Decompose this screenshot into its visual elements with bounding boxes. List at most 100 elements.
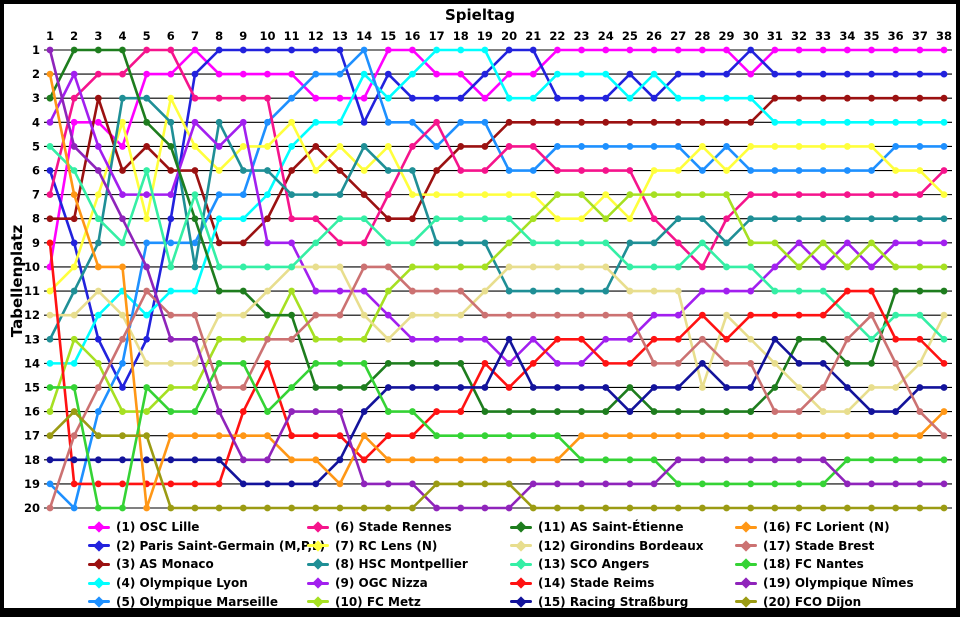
series-16-md-17 [433,456,440,464]
legend-label: (16) FC Lorient (N) [763,520,890,535]
legend-label: (14) Stade Reims [538,576,655,591]
series-11-md-32 [795,335,803,343]
series-14-md-21 [529,359,537,367]
series-10-md-16 [409,263,416,271]
series-line-19 [48,49,944,510]
y-tick-9: 9 [32,236,40,250]
series-1-md-5 [143,70,151,78]
series-12-md-10 [264,287,271,295]
legend-item-3: (3) AS Monaco [88,555,325,574]
legend-label: (9) OGC Nizza [335,576,428,591]
series-13-md-16 [409,239,416,247]
series-3-md-7 [191,167,199,174]
series-6-md-36 [892,191,900,199]
series-7-md-34 [843,143,851,150]
series-7-md-25 [626,215,634,223]
series-1-md-19 [481,94,489,102]
series-10-md-6 [167,384,175,391]
series-17-md-38 [940,432,948,440]
series-14-md-7 [191,480,199,488]
series-3-md-35 [868,94,875,102]
series-15-md-14 [360,408,368,415]
series-11-md-37 [916,287,924,295]
legend-column-1: (1) OSC Lille (2) Paris Saint-Germain (M,… [88,518,325,608]
series-6-md-11 [288,215,296,223]
series-11-md-20 [505,408,513,415]
legend-label: (3) AS Monaco [116,557,214,572]
series-11-md-33 [819,335,827,343]
x-tick-16: 16 [404,29,420,43]
series-10-md-26 [650,191,658,199]
series-10-md-32 [795,263,803,271]
series-10-md-12 [312,335,320,343]
series-4-md-8 [215,215,223,223]
x-tick-1: 1 [46,29,54,43]
series-13-md-14 [360,215,368,223]
series-2-md-23 [578,94,585,102]
series-4-md-10 [264,191,271,199]
series-4-md-2 [70,359,78,367]
series-1-md-34 [843,46,851,54]
series-15-md-6 [167,456,175,464]
series-20-md-4 [119,432,126,440]
series-4-md-37 [916,118,924,126]
series-4-md-11 [288,143,296,150]
series-2-md-27 [674,70,682,78]
series-7-md-9 [239,143,247,150]
series-17-md-27 [674,359,682,367]
series-3-md-24 [602,118,610,126]
series-19-md-3 [94,167,102,174]
series-14-md-20 [505,384,513,391]
series-14-md-38 [940,359,948,367]
series-4-md-17 [433,46,440,54]
legend-marker-icon [510,577,532,589]
legend-marker-icon [510,558,532,571]
series-1-md-4 [119,143,126,150]
series-18-md-27 [674,480,682,488]
series-16-md-25 [626,432,634,440]
series-11-md-21 [529,408,537,415]
series-16-md-24 [602,432,610,440]
series-6-md-28 [698,263,706,271]
series-14-md-16 [409,432,416,440]
series-18-md-36 [892,456,900,464]
series-7-md-37 [916,167,924,174]
series-8-md-33 [819,215,827,223]
series-line-9 [48,72,944,365]
series-2-md-25 [626,70,634,78]
series-10-md-13 [336,335,344,343]
series-12-md-31 [771,359,779,367]
series-6-md-27 [674,239,682,247]
series-8-md-31 [771,215,779,223]
series-7-md-2 [70,263,78,271]
series-3-md-31 [771,94,779,102]
legend-item-9: (9) OGC Nizza [307,574,468,593]
series-19-md-20 [505,504,513,512]
series-20-md-16 [409,504,416,512]
legend-column-4: (16) FC Lorient (N) (17) Stade Brest (18) … [735,518,914,608]
series-9-md-15 [384,311,392,319]
legend-item-15: (15) Racing Straßburg [510,592,704,608]
series-11-md-30 [747,408,755,415]
series-3-md-13 [336,167,344,174]
series-4-md-14 [360,70,368,78]
series-line-16 [48,73,945,510]
series-15-md-23 [578,384,585,391]
series-20-md-29 [723,504,730,512]
series-19-md-26 [650,480,658,488]
series-8-md-9 [239,167,247,174]
series-9-md-8 [215,143,223,150]
series-9-md-24 [602,335,610,343]
series-10-md-7 [191,384,199,391]
series-20-md-6 [167,504,175,512]
series-12-md-30 [747,335,755,343]
series-8-md-29 [723,239,730,247]
series-18-md-6 [167,408,175,415]
series-5-md-23 [578,143,585,150]
x-tick-15: 15 [380,29,396,43]
series-17-md-1 [46,504,54,512]
series-7-md-15 [384,143,392,150]
series-4-md-26 [650,70,658,78]
series-1-md-17 [433,70,440,78]
series-1-md-16 [409,46,416,54]
